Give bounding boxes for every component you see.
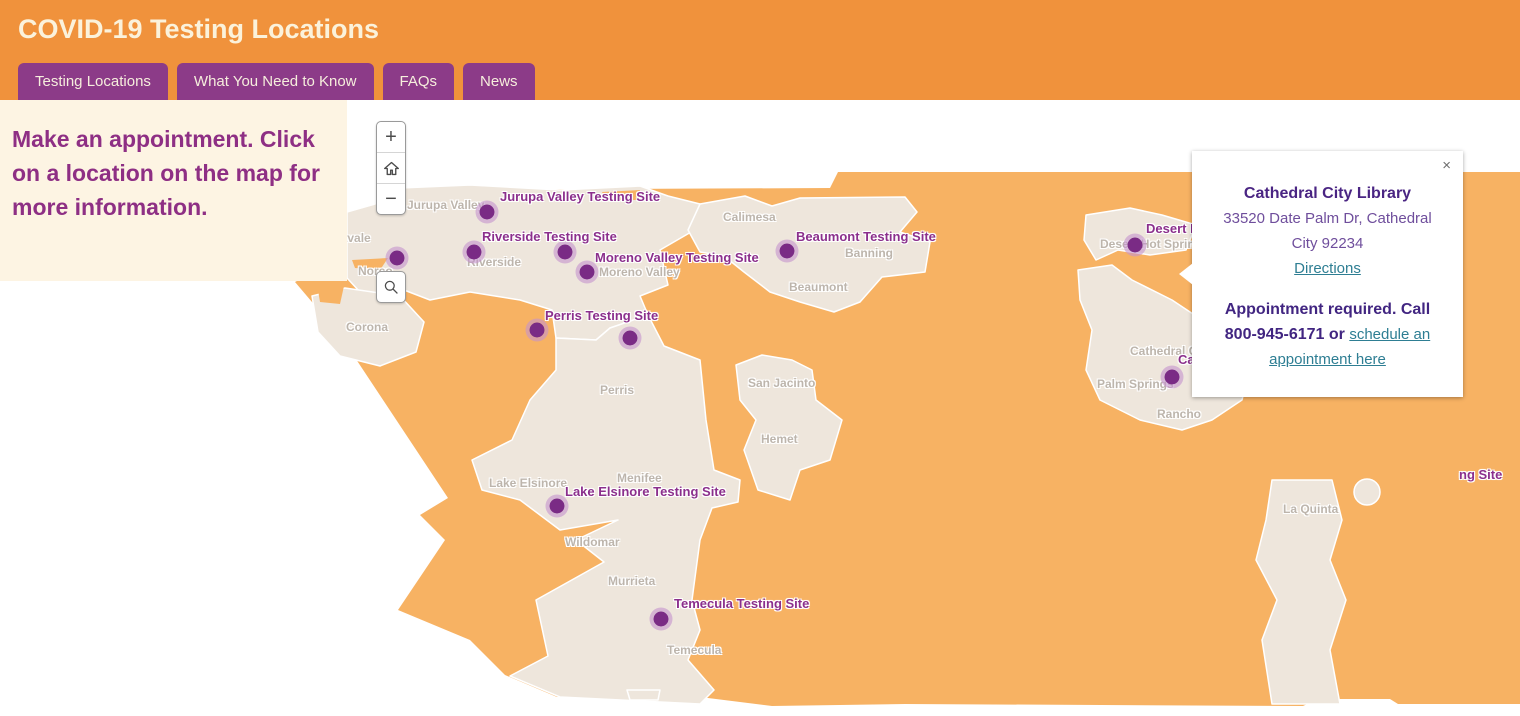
instructions-panel: Make an appointment. Click on a location… [0,100,347,281]
testing-site-label: Jurupa Valley Testing Site [500,189,661,204]
testing-site-marker[interactable] [575,260,599,284]
place-label: Rancho [1157,407,1202,421]
place-label: Menifee [617,471,662,485]
testing-site-label: Moreno Valley Testing Site [595,250,759,265]
place-label: Corona [346,320,388,334]
tab-faqs[interactable]: FAQs [382,63,455,100]
testing-site-label: Perris Testing Site [545,308,659,323]
testing-site-marker[interactable] [553,240,577,264]
close-icon[interactable]: × [1442,157,1451,174]
popup-title: Cathedral City Library [1243,185,1412,202]
place-label: Banning [845,246,893,260]
zoom-out-button[interactable]: − [377,183,405,214]
instructions-text: Make an appointment. Click on a location… [12,126,320,220]
place-label: Jurupa Valley [407,198,485,212]
testing-site-marker[interactable] [649,607,673,631]
page-title: COVID-19 Testing Locations [18,14,380,44]
zoom-control: + − [376,121,406,215]
place-label: Murrieta [608,574,656,588]
testing-site-marker[interactable] [545,494,569,518]
testing-site-marker[interactable] [525,318,549,342]
testing-site-marker[interactable] [385,246,409,270]
location-popup: × Cathedral City Library 33520 Date Palm… [1179,151,1463,397]
tab-what-you-need-to-know[interactable]: What You Need to Know [176,63,374,100]
schedule-appointment-link[interactable]: schedule an appointment here [1269,326,1431,368]
place-label: Moreno Valley [599,265,680,279]
appointment-required-text: Appointment required. Call 800-945-6171 … [1224,301,1431,343]
popup-pointer [1179,263,1193,285]
testing-site-marker[interactable] [1123,233,1147,257]
place-label: San Jacinto [748,376,816,390]
place-label: Wildomar [565,535,620,549]
testing-site-label: Ca [1178,352,1195,367]
zoom-in-button[interactable]: + [377,122,405,152]
testing-site-marker[interactable] [618,326,642,350]
home-button[interactable] [377,152,405,183]
testing-site-marker[interactable] [475,200,499,224]
tab-bar: Testing Locations What You Need to Know … [18,63,535,100]
popup-address: 33520 Date Palm Dr, Cathedral City 92234 [1223,210,1432,252]
search-button[interactable] [376,271,406,303]
popup-body: Cathedral City Library 33520 Date Palm D… [1192,151,1463,372]
home-icon [383,161,399,175]
search-icon [384,280,398,294]
place-label: Cathedral City [1130,344,1212,358]
testing-site-label: Lake Elsinore Testing Site [565,484,726,499]
place-label: Lake Elsinore [489,476,568,490]
place-label: Calimesa [723,210,776,224]
place-label: Temecula [667,643,722,657]
testing-site-label: Temecula Testing Site [674,596,810,611]
place-label: Palm Springs [1097,377,1174,391]
testing-site-marker[interactable] [462,240,486,264]
testing-site-marker[interactable] [775,239,799,263]
place-label: Beaumont [789,280,848,294]
testing-site-label: ng Site [1459,467,1503,482]
place-label: Perris [600,383,635,397]
place-label: Hemet [761,432,798,446]
popup-appointment-text: Appointment required. Call 800-945-6171 … [1209,297,1446,372]
app-header: COVID-19 Testing Locations Testing Locat… [0,0,1520,100]
tab-testing-locations[interactable]: Testing Locations [18,63,168,100]
place-label: La Quinta [1283,502,1339,516]
tab-news[interactable]: News [463,63,535,100]
testing-site-label: Riverside Testing Site [482,229,617,244]
directions-link[interactable]: Directions [1294,260,1361,277]
testing-site-label: Beaumont Testing Site [796,229,936,244]
testing-site-marker[interactable] [1160,365,1184,389]
